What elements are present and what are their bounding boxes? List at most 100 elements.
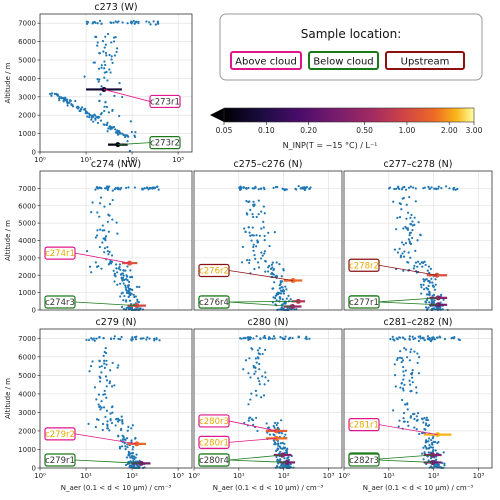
scatter-point xyxy=(427,185,430,188)
scatter-point xyxy=(271,287,274,290)
scatter-point xyxy=(109,419,112,422)
scatter-point xyxy=(114,128,117,131)
sample-leader xyxy=(228,301,293,307)
scatter-point xyxy=(103,76,106,79)
scatter-point xyxy=(94,188,97,191)
scatter-point xyxy=(131,457,134,460)
scatter-point xyxy=(105,396,108,399)
scatter-point xyxy=(125,300,128,303)
scatter-point xyxy=(305,338,308,341)
sample-label-box xyxy=(348,418,380,432)
scatter-point xyxy=(121,418,124,422)
scatter-point xyxy=(126,265,129,268)
scatter-point xyxy=(109,412,112,415)
scatter-point xyxy=(256,261,260,264)
scatter-point xyxy=(408,335,411,338)
scatter-point xyxy=(48,92,52,96)
scatter-point xyxy=(97,418,100,421)
scatter-point xyxy=(109,369,112,372)
scatter-point xyxy=(271,261,274,264)
scatter-point xyxy=(257,357,260,360)
sample-label-box xyxy=(198,453,230,467)
scatter-point xyxy=(92,21,95,24)
scatter-point xyxy=(402,255,406,258)
scatter-point xyxy=(440,293,443,296)
scatter-point xyxy=(278,263,281,266)
scatter-point xyxy=(249,376,252,379)
colorbar-tick-label: 0.05 xyxy=(216,126,233,135)
scatter-point xyxy=(413,216,416,219)
scatter-point xyxy=(112,40,116,43)
scatter-point xyxy=(249,398,252,401)
scatter-point xyxy=(272,424,275,428)
scatter-point xyxy=(79,109,82,113)
scatter-point xyxy=(128,464,132,467)
scatter-point xyxy=(251,348,254,351)
panel-title: c281–c282 (N) xyxy=(383,317,452,328)
scatter-point xyxy=(95,337,98,340)
scatter-point xyxy=(129,292,132,295)
scatter-point xyxy=(255,335,258,338)
scatter-point xyxy=(104,35,107,38)
scatter-point xyxy=(401,359,405,362)
scatter-point xyxy=(113,274,116,277)
scatter-point xyxy=(280,432,284,435)
scatter-point xyxy=(412,337,415,341)
x-tick-label: 10¹ xyxy=(233,472,245,480)
legend-label-upstream: Upstream xyxy=(401,57,450,68)
y-tick-label: 0 xyxy=(32,149,36,157)
y-tick-label: 5000 xyxy=(18,220,36,228)
scatter-point xyxy=(407,424,410,427)
scatter-point xyxy=(125,278,128,281)
scatter-point xyxy=(415,386,418,389)
scatter-point xyxy=(103,205,106,208)
scatter-point xyxy=(425,298,429,302)
scatter-point xyxy=(393,248,397,251)
scatter-point xyxy=(425,277,428,281)
scatter-point xyxy=(273,441,277,444)
scatter-point xyxy=(394,385,397,388)
scatter-point xyxy=(396,251,400,254)
y-tick-label: 3000 xyxy=(18,409,36,417)
panel-frame xyxy=(193,170,343,311)
scatter-point xyxy=(289,463,292,466)
scatter-point xyxy=(423,339,426,342)
scatter-point xyxy=(253,372,256,375)
scatter-point xyxy=(259,187,262,190)
scatter-point xyxy=(119,282,122,285)
scatter-point xyxy=(132,459,135,463)
scatter-point xyxy=(117,364,120,367)
scatter-point xyxy=(275,423,278,427)
scatter-point xyxy=(432,285,435,288)
scatter-point xyxy=(408,231,411,235)
scatter-point xyxy=(251,213,254,216)
scatter-point xyxy=(278,284,281,287)
x-tick-label: 10³ xyxy=(473,472,485,480)
scatter-point xyxy=(96,22,99,25)
scatter-point xyxy=(129,269,132,272)
scatter-point xyxy=(139,337,142,340)
scatter-point xyxy=(407,251,410,254)
scatter-point xyxy=(430,442,434,445)
scatter-point xyxy=(130,427,133,430)
scatter-point xyxy=(128,299,132,302)
scatter-point xyxy=(134,131,137,134)
scatter-point xyxy=(402,417,405,420)
sample-label-box xyxy=(348,295,380,309)
scatter-point xyxy=(404,403,407,406)
scatter-point xyxy=(50,94,53,97)
scatter-point xyxy=(145,20,148,23)
sample-label-box xyxy=(198,263,230,278)
scatter-point xyxy=(110,21,113,24)
scatter-point xyxy=(417,339,421,343)
scatter-point xyxy=(416,361,419,364)
scatter-point xyxy=(248,336,252,339)
scatter-point xyxy=(268,264,271,267)
scatter-point xyxy=(103,71,106,74)
scatter-point xyxy=(145,186,149,189)
scatter-point xyxy=(297,184,300,188)
scatter-point xyxy=(94,425,97,429)
scatter-point xyxy=(402,378,405,381)
y-tick-label: 1000 xyxy=(18,446,36,454)
scatter-point xyxy=(285,297,288,300)
